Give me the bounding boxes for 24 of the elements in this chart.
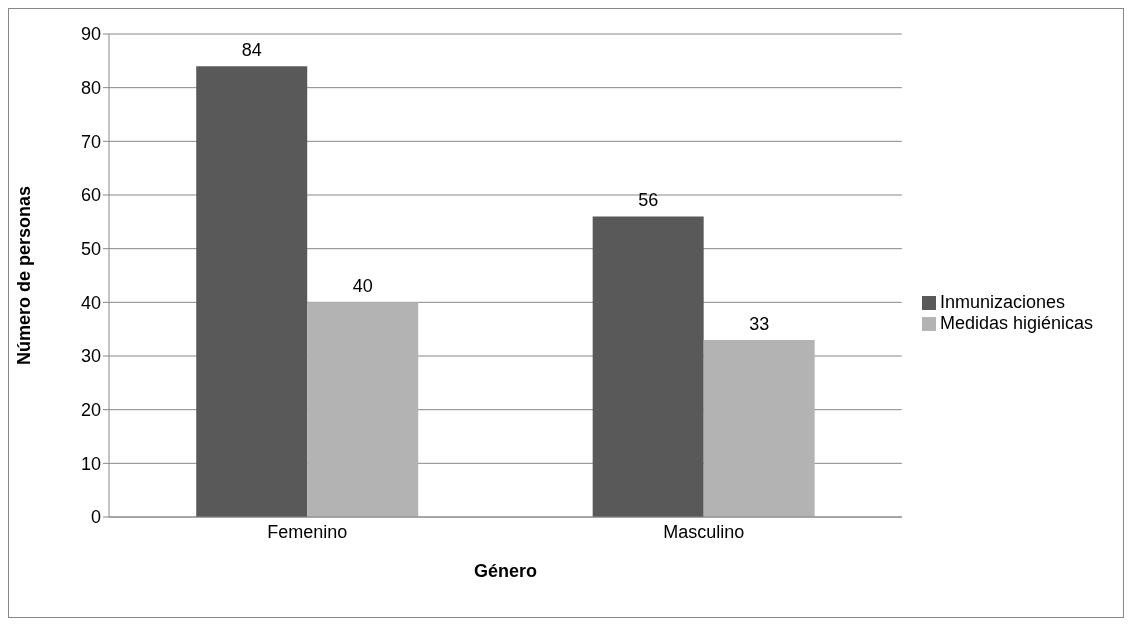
- data-label: 84: [241, 40, 262, 61]
- data-label: 56: [638, 190, 659, 211]
- y-tick-label: 30: [80, 346, 101, 367]
- legend-label: Inmunizaciones: [939, 292, 1065, 312]
- y-tick-label: 60: [80, 185, 101, 206]
- y-tick-label: 20: [80, 400, 101, 421]
- data-label: 40: [352, 276, 373, 297]
- y-tick-label: 90: [80, 24, 101, 45]
- x-tick-label: Masculino: [663, 521, 745, 542]
- legend-label: Medidas higiénicas: [939, 313, 1093, 333]
- bar: [307, 302, 419, 517]
- y-tick-label: 80: [80, 78, 101, 99]
- y-tick-label: 0: [90, 507, 101, 528]
- y-tick-label: 10: [80, 453, 101, 474]
- y-tick-label: 40: [80, 292, 101, 313]
- x-tick-label: Femenino: [267, 521, 348, 542]
- y-tick-label: 70: [80, 131, 101, 152]
- data-label: 33: [749, 313, 770, 334]
- bar: [592, 216, 704, 517]
- y-tick-label: 50: [80, 239, 101, 260]
- y-axis-title: Número de personas: [14, 185, 35, 366]
- bar: [196, 66, 308, 517]
- x-axis-title: Género: [473, 561, 537, 581]
- bar: [703, 339, 815, 517]
